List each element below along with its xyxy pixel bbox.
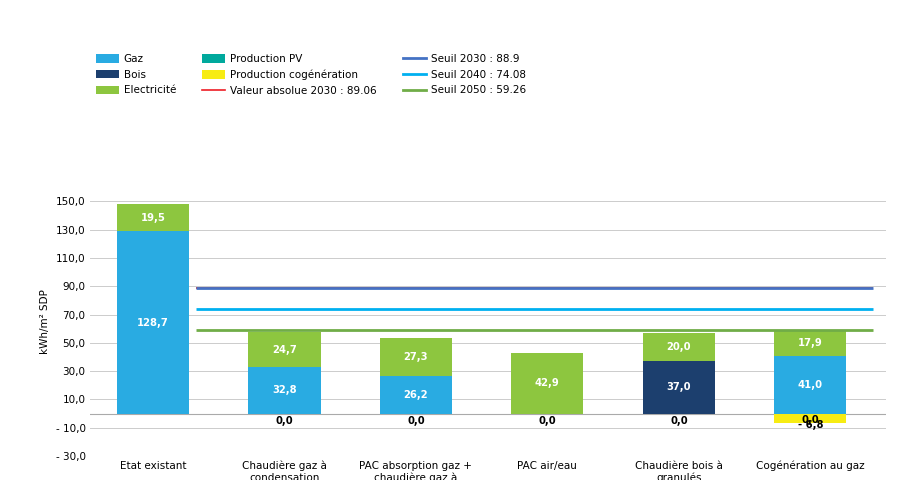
Bar xyxy=(248,332,321,367)
Legend: Gaz, Bois, Electricité, Production PV, Production cogénération, Valeur absolue 2: Gaz, Bois, Electricité, Production PV, P… xyxy=(96,54,526,96)
Bar xyxy=(773,414,845,423)
Bar xyxy=(510,353,582,414)
Bar xyxy=(773,330,845,356)
Bar xyxy=(379,338,452,376)
Y-axis label: kWh/m² SDP: kWh/m² SDP xyxy=(40,289,50,354)
Text: 17,9: 17,9 xyxy=(797,338,822,348)
Text: 20,0: 20,0 xyxy=(666,342,690,352)
Text: 27,3: 27,3 xyxy=(403,352,428,362)
Bar xyxy=(248,367,321,414)
Text: 37,0: 37,0 xyxy=(666,383,690,392)
Text: - 6,8: - 6,8 xyxy=(796,420,822,430)
Text: 19,5: 19,5 xyxy=(140,213,165,223)
Text: 42,9: 42,9 xyxy=(535,378,559,388)
Text: 32,8: 32,8 xyxy=(272,385,296,396)
Bar xyxy=(642,361,714,414)
Text: 0,0: 0,0 xyxy=(669,416,687,426)
Text: 0,0: 0,0 xyxy=(406,416,424,426)
Text: 0,0: 0,0 xyxy=(801,415,818,425)
Bar xyxy=(379,376,452,414)
Text: 0,0: 0,0 xyxy=(275,416,293,426)
Text: 0,0: 0,0 xyxy=(538,416,555,426)
Text: 128,7: 128,7 xyxy=(137,317,169,327)
Text: 26,2: 26,2 xyxy=(403,390,428,400)
Bar xyxy=(773,356,845,414)
Bar xyxy=(116,231,189,414)
Bar xyxy=(116,204,189,231)
Text: 24,7: 24,7 xyxy=(272,345,296,355)
Text: 41,0: 41,0 xyxy=(797,380,822,390)
Bar xyxy=(642,333,714,361)
